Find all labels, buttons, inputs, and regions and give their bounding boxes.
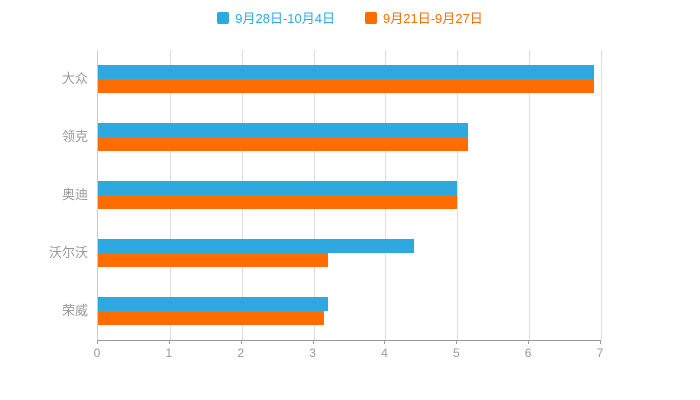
gridline (457, 50, 459, 340)
bar-series-0-沃尔沃 (98, 239, 415, 253)
axis-tick-mark (312, 340, 314, 344)
y-category-label: 沃尔沃 (48, 245, 88, 260)
x-tick-label: 4 (381, 346, 388, 360)
y-category-label: 奥迪 (61, 187, 88, 202)
y-category-label: 领克 (61, 129, 88, 144)
chart-legend: 9月28日-10月4日 9月21日-9月27日 (0, 8, 700, 27)
y-category-label: 荣威 (61, 303, 88, 318)
plot-area (97, 50, 602, 341)
legend-marker-icon (365, 11, 377, 24)
bar-series-1-奥迪 (98, 195, 458, 209)
axis-tick-mark (240, 340, 242, 344)
gridline (601, 50, 602, 340)
bar-series-0-奥迪 (98, 181, 458, 195)
legend-item-series-1[interactable]: 9月21日-9月27日 (365, 8, 483, 27)
legend-label: 9月28日-10月4日 (235, 11, 335, 26)
legend-item-series-0[interactable]: 9月28日-10月4日 (217, 8, 335, 27)
bar-series-0-荣威 (98, 297, 328, 311)
x-tick-label: 2 (237, 346, 245, 360)
bar-series-1-荣威 (98, 311, 325, 325)
axis-tick-mark (384, 340, 386, 344)
x-tick-label: 5 (452, 346, 460, 360)
bar-series-1-领克 (98, 137, 469, 151)
axis-tick-mark (456, 340, 458, 344)
bar-series-0-大众 (98, 65, 594, 79)
legend-marker-icon (217, 11, 230, 24)
x-tick-label: 6 (524, 346, 532, 360)
bar-series-1-沃尔沃 (98, 253, 328, 267)
axis-tick-mark (600, 340, 601, 344)
bar-series-0-领克 (98, 123, 469, 137)
x-tick-label: 0 (93, 346, 101, 360)
axis-tick-mark (97, 340, 98, 344)
x-tick-label: 1 (165, 346, 173, 360)
y-category-label: 大众 (61, 71, 88, 86)
gridline (529, 50, 531, 340)
axis-tick-mark (528, 340, 530, 344)
axis-tick-mark (168, 340, 170, 344)
x-tick-label: 3 (309, 346, 316, 360)
legend-label: 9月21日-9月27日 (383, 11, 483, 26)
bar-series-1-大众 (98, 79, 594, 93)
x-tick-label: 7 (596, 346, 604, 360)
